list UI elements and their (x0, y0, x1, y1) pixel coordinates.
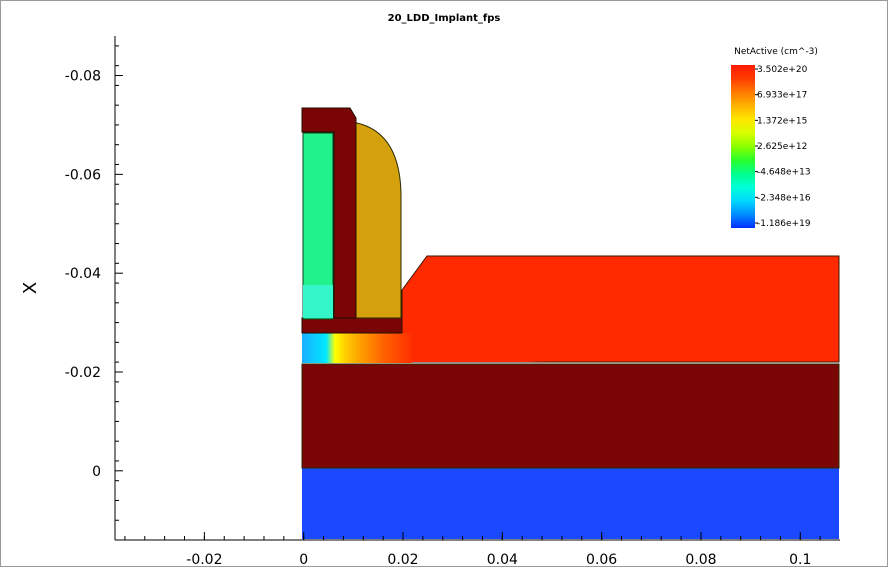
y-ticks: -0.08 -0.06 -0.04 -0.02 0 (65, 69, 123, 480)
ldd-red-region (401, 255, 840, 363)
colorbar-tick-label: -4.648e+13 (757, 168, 811, 178)
spacer-region (351, 121, 402, 319)
x-tick-label: -0.02 (186, 552, 222, 567)
y-tick-label: -0.02 (65, 365, 101, 381)
substrate-blue-region (302, 468, 839, 539)
chart-title: 20_LDD_Implant_fps (388, 13, 501, 24)
colorbar-title: NetActive (cm^-3) (734, 47, 818, 57)
gate-base-liner (301, 317, 403, 334)
y-tick-label: -0.04 (65, 266, 101, 282)
gate-liner (301, 107, 357, 319)
colorbar-tick-label: -1.186e+19 (757, 219, 811, 229)
gate-region-lower (303, 285, 333, 318)
x-ticks: -0.02 0 0.02 0.04 0.06 0.08 0.1 (186, 532, 811, 567)
x-minor-ticks (124, 536, 821, 540)
y-tick-label: 0 (92, 464, 101, 480)
colorbar-tick-label: -2.348e+16 (757, 193, 811, 203)
x-tick-label: 0.06 (586, 552, 617, 567)
y-tick-label: -0.06 (65, 167, 101, 183)
x-tick-label: 0.1 (789, 552, 811, 567)
x-tick-label: 0.02 (387, 552, 418, 567)
colorbar-tick-label: 3.502e+20 (757, 65, 808, 75)
colorbar-labels: 3.502e+20 6.933e+17 1.372e+15 2.625e+12 -4.6… (755, 65, 811, 229)
colorbar: NetActive (cm^-3) 3.502e+20 6.933e+17 1.37… (731, 47, 818, 229)
y-tick-label: -0.08 (65, 69, 101, 85)
colorbar-tick-label: 6.933e+17 (757, 91, 807, 101)
x-tick-label: 0.04 (487, 552, 518, 567)
y-minor-ticks (115, 45, 119, 521)
x-tick-label: 0 (299, 552, 308, 567)
x-tick-label: 0.08 (685, 552, 716, 567)
colorbar-tick-label: 2.625e+12 (757, 142, 807, 152)
y-axis-label: X (20, 282, 41, 294)
colorbar-tick-label: 1.372e+15 (757, 116, 807, 126)
device-regions (301, 107, 840, 539)
axes: -0.08 -0.06 -0.04 -0.02 0 -0.02 0 0.02 0.04 0.06… (65, 36, 840, 567)
colorbar-scale (731, 65, 755, 228)
channel-strip (302, 333, 412, 363)
red-diffusion-tail (412, 333, 560, 362)
substrate-dark-region (301, 363, 840, 469)
